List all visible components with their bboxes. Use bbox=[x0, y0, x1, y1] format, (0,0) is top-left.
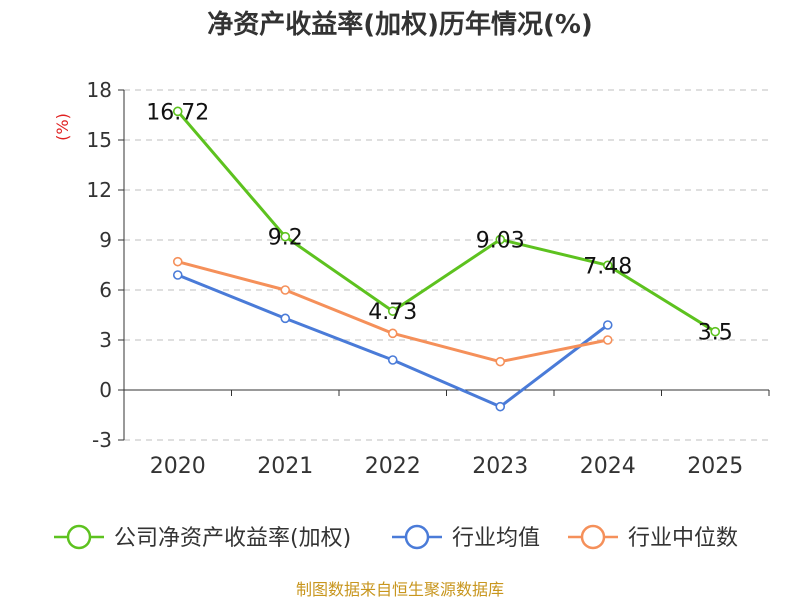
grid-lines bbox=[124, 89, 769, 441]
legend-marker bbox=[580, 524, 606, 550]
data-point bbox=[387, 328, 398, 339]
legend-marker bbox=[404, 524, 430, 550]
y-tick-label: -3 bbox=[92, 428, 112, 452]
legend-item-0[interactable]: 公司净资产收益率(加权) bbox=[54, 524, 351, 551]
data-point bbox=[172, 106, 183, 117]
legend-label: 行业均值 bbox=[452, 526, 540, 551]
x-tick-label: 2020 bbox=[150, 454, 206, 479]
data-point bbox=[387, 355, 398, 365]
data-point bbox=[280, 285, 291, 295]
y-tick-label: 18 bbox=[87, 78, 112, 102]
x-tick-label: 2023 bbox=[472, 454, 528, 479]
x-tick-label: 2025 bbox=[687, 454, 743, 479]
y-axis-unit-label: (%) bbox=[53, 113, 72, 141]
data-label: 9.2 bbox=[268, 226, 303, 251]
data-point bbox=[387, 306, 398, 316]
legend[interactable]: 公司净资产收益率(加权) 行业均值 行业中位数 bbox=[54, 524, 738, 551]
data-label: 16.72 bbox=[146, 100, 209, 125]
legend-label: 行业中位数 bbox=[628, 526, 738, 551]
data-label: 7.48 bbox=[583, 254, 632, 279]
series-line-1 bbox=[177, 273, 609, 409]
data-point bbox=[602, 335, 613, 345]
legend-item-1[interactable]: 行业均值 bbox=[392, 524, 540, 551]
chart-title: 净资产收益率(加权)历年情况(%) bbox=[207, 9, 593, 40]
data-point bbox=[602, 260, 613, 271]
y-tick-label: 12 bbox=[87, 178, 112, 202]
y-tick-label: 6 bbox=[99, 278, 112, 302]
axes: 18 15 12 9 6 3 0 -3 2020 2021 2022 2023 2024 2025 bbox=[87, 78, 770, 479]
legend-label: 公司净资产收益率(加权) bbox=[114, 526, 351, 551]
data-label: 4.73 bbox=[368, 300, 417, 325]
data-point bbox=[172, 270, 183, 280]
y-tick-label: 0 bbox=[99, 378, 112, 402]
series-group bbox=[172, 106, 721, 412]
data-label: 3.5 bbox=[698, 321, 733, 346]
data-point bbox=[280, 231, 291, 242]
x-tick-label: 2021 bbox=[257, 454, 313, 479]
source-note: 制图数据来自恒生聚源数据库 bbox=[296, 580, 504, 599]
data-point bbox=[495, 234, 506, 245]
data-point bbox=[280, 313, 291, 324]
data-point bbox=[495, 356, 506, 367]
y-tick-label: 3 bbox=[99, 328, 112, 352]
data-point bbox=[495, 401, 506, 412]
y-tick-label: 9 bbox=[99, 228, 112, 252]
data-point bbox=[172, 256, 183, 267]
data-label: 9.03 bbox=[476, 229, 525, 254]
x-tick-label: 2024 bbox=[580, 454, 636, 479]
data-point bbox=[710, 326, 721, 337]
y-tick-label: 15 bbox=[87, 128, 112, 152]
x-tick-label: 2022 bbox=[365, 454, 421, 479]
legend-marker bbox=[66, 524, 92, 550]
legend-item-2[interactable]: 行业中位数 bbox=[568, 524, 738, 551]
series-line-0 bbox=[176, 110, 717, 333]
data-point bbox=[602, 320, 613, 330]
data-labels: 16.72 9.2 4.73 9.03 7.48 3.5 bbox=[146, 100, 732, 345]
